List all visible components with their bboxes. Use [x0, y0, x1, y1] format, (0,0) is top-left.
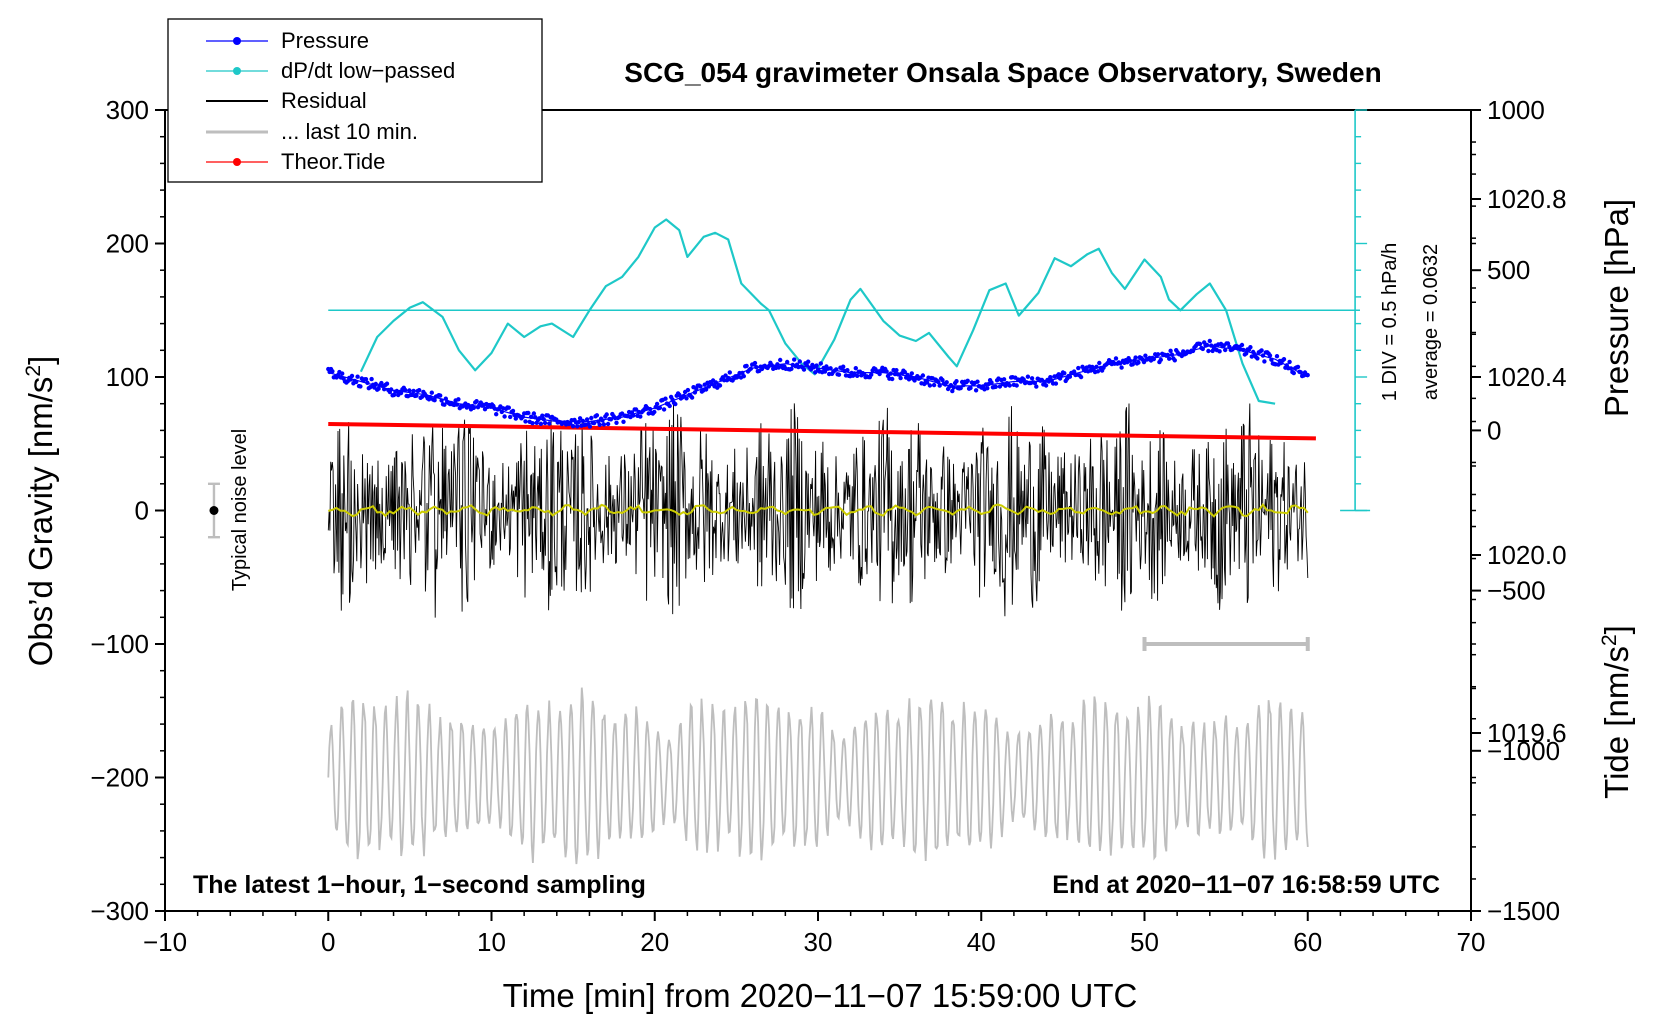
x-tick-label: −10 [143, 927, 187, 957]
x-tick-label: 30 [804, 927, 833, 957]
y-axis-left-title: Obs’d Gravity [nm/s2] [22, 356, 59, 667]
legend: Pressure dP/dt low−passed Residual ... l… [167, 18, 543, 183]
pressure-line [328, 345, 1309, 423]
data-layer [326, 218, 1360, 865]
y-tide-tick-label: 500 [1487, 255, 1530, 285]
y-axis-tide-title-main: Tide [nm/s [1598, 646, 1635, 799]
x-tick-label: 20 [640, 927, 669, 957]
legend-label-pressure: Pressure [281, 28, 369, 53]
y-pressure-tick-label: 1020.0 [1487, 540, 1567, 570]
grey-oscillation-line [327, 687, 1309, 865]
legend-marker-tide [233, 158, 241, 166]
y-axis-tide-title-group: Tide [nm/s2] [1598, 625, 1635, 799]
x-tick-label: 60 [1293, 927, 1322, 957]
y-axis-tide-title-close: ] [1598, 625, 1635, 634]
legend-marker-pressure [233, 37, 241, 45]
y-axis-tide-title-sup: 2 [1598, 634, 1621, 646]
div-label-group: 1 DIV = 0.5 hPa/h [1379, 243, 1401, 401]
y-left-tick-label: 0 [135, 496, 149, 526]
axes-layer: −10 0 10 20 30 40 50 60 703002001000−100−200−300… [90, 95, 1566, 957]
noise-label-group: Typical noise level [229, 429, 251, 591]
y-tide-tick-label: 1000 [1487, 95, 1545, 125]
legend-label-residual: Residual [281, 88, 367, 113]
chart-title: SCG_054 gravimeter Onsala Space Observat… [624, 57, 1381, 88]
average-label-group: average = 0.0632 [1420, 244, 1442, 400]
y-left-tick-label: 200 [106, 229, 149, 259]
sampling-note: The latest 1−hour, 1−second sampling [193, 871, 646, 899]
residual-smoothed-line [328, 503, 1309, 518]
legend-label-dpdt: dP/dt low−passed [281, 58, 455, 83]
y-axis-left-title-group: Obs’d Gravity [nm/s2] [22, 356, 59, 667]
residual-line [327, 398, 1309, 618]
y-left-tick-label: −200 [90, 763, 149, 793]
legend-label-tide: Theor.Tide [281, 149, 385, 174]
pressure-points [326, 338, 1310, 429]
y-axis-pressure-title: Pressure [hPa] [1598, 199, 1635, 417]
y-pressure-tick-label: 1019.6 [1487, 718, 1567, 748]
y-pressure-tick-label: 1020.4 [1487, 362, 1567, 392]
x-axis-title: Time [min] from 2020−11−07 15:59:00 UTC [503, 977, 1138, 1014]
noise-center-dot [209, 506, 219, 515]
theoretical-tide-line [328, 421, 1316, 441]
end-time-note: End at 2020−11−07 16:58:59 UTC [1052, 871, 1440, 899]
y-pressure-tick-label: 1020.8 [1487, 184, 1567, 214]
annotation-layer [207, 109, 1371, 539]
y-left-tick-label: 300 [106, 95, 149, 125]
y-left-tick-label: −100 [90, 629, 149, 659]
div-label: 1 DIV = 0.5 hPa/h [1379, 243, 1401, 401]
dpdt-line [359, 218, 1276, 405]
x-tick-label: 0 [321, 927, 335, 957]
legend-marker-dpdt [233, 67, 241, 75]
y-axis-left-title-main: Obs’d Gravity [nm/s [22, 377, 59, 667]
y-tide-tick-label: −500 [1487, 576, 1546, 606]
x-tick-label: 40 [967, 927, 996, 957]
noise-label: Typical noise level [229, 429, 251, 591]
x-tick-label: 10 [477, 927, 506, 957]
y-left-tick-label: −300 [90, 896, 149, 926]
y-tide-tick-label: −1500 [1487, 896, 1560, 926]
y-axis-tide-title: Tide [nm/s2] [1598, 625, 1635, 799]
x-tick-label: 50 [1130, 927, 1159, 957]
y-axis-left-title-close: ] [22, 356, 59, 365]
average-label: average = 0.0632 [1420, 244, 1442, 400]
y-tide-tick-label: −1000 [1487, 736, 1560, 766]
y-axis-pressure-title-group: Pressure [hPa] [1598, 199, 1635, 417]
legend-label-last10: ... last 10 min. [281, 119, 418, 144]
y-left-tick-label: 100 [106, 362, 149, 392]
x-tick-label: 70 [1457, 927, 1486, 957]
y-axis-left-title-sup: 2 [22, 365, 45, 377]
y-tide-tick-label: 0 [1487, 415, 1501, 445]
